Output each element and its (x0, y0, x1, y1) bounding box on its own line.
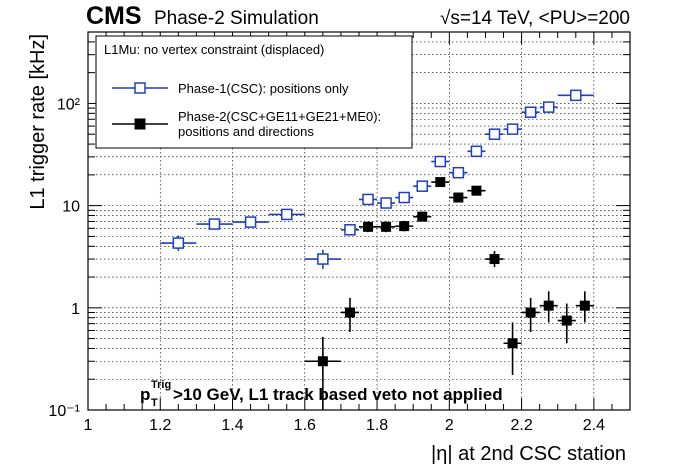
legend-phase2-marker (134, 118, 146, 130)
data-point (363, 221, 374, 232)
y-tick-label: 10⁻¹ (48, 403, 80, 420)
data-point (435, 177, 446, 188)
data-point (416, 180, 428, 192)
energy-label: √s=14 TeV, <PU>=200 (440, 8, 630, 29)
data-point (488, 128, 501, 140)
data-point (380, 197, 392, 209)
data-point (362, 193, 374, 206)
annotation-pt-sup: Trig (151, 379, 171, 391)
data-point (471, 185, 482, 196)
data-point (398, 191, 410, 204)
y-tick-labels: 10⁻¹ 1 10 10² (48, 96, 80, 420)
data-point (561, 315, 572, 326)
axis-ticks (87, 31, 631, 411)
data-point (524, 106, 537, 118)
data-point (172, 237, 185, 249)
data-series (160, 89, 594, 410)
data-point (317, 356, 328, 367)
data-point (570, 89, 582, 102)
x-tick-label: 2.2 (510, 417, 532, 434)
data-point (543, 300, 554, 311)
data-point (470, 145, 483, 158)
data-point (317, 253, 329, 265)
data-point (453, 192, 464, 203)
x-tick-label: 1 (84, 417, 93, 434)
legend-title: L1Mu: no vertex constraint (displaced) (104, 42, 324, 57)
data-point (344, 307, 355, 318)
legend-phase2-label-line2: positions and directions (178, 124, 314, 139)
data-point (381, 221, 392, 232)
legend-phase2-label-line1: Phase-2(CSC+GE11+GE21+ME0): (178, 109, 381, 124)
x-tick-label: 2.4 (583, 417, 605, 434)
selection-annotation: p Trig T >10 GeV, L1 track based veto no… (140, 379, 503, 409)
grid-lines (88, 32, 630, 410)
legend-box (95, 35, 413, 149)
data-point (542, 101, 555, 113)
data-point (399, 221, 410, 232)
status-label: Phase-2 Simulation (154, 8, 319, 29)
data-point (452, 166, 465, 179)
legend-phase1-marker (134, 82, 146, 94)
legend-phase1-label: Phase-1(CSC): positions only (178, 81, 349, 96)
annotation-pt-sub: T (151, 397, 158, 409)
y-tick-label: 10 (62, 199, 80, 216)
y-axis-title: L1 trigger rate [kHz] (27, 34, 49, 210)
series-phase2 (304, 177, 594, 410)
x-tick-label: 1.6 (294, 417, 316, 434)
data-point (506, 123, 519, 135)
x-tick-label: 1.2 (149, 417, 171, 434)
x-tick-label: 1.8 (366, 417, 388, 434)
data-point (525, 307, 536, 318)
y-tick-label: 10² (57, 96, 81, 113)
y-tick-label: 1 (71, 301, 80, 318)
data-point (507, 338, 518, 349)
data-point (208, 218, 221, 230)
legend: L1Mu: no vertex constraint (displaced) P… (95, 35, 413, 149)
data-point (244, 216, 257, 228)
x-tick-label: 2 (445, 417, 454, 434)
data-point (434, 155, 447, 168)
data-point (417, 211, 428, 222)
cms-label: CMS (86, 2, 142, 30)
x-axis-title: |η| at 2nd CSC station (431, 443, 626, 465)
data-point (280, 208, 293, 221)
x-tick-labels: 1 1.2 1.4 1.6 1.8 2 2.2 2.4 (84, 417, 606, 434)
x-tick-label: 1.4 (221, 417, 243, 434)
data-point (489, 254, 500, 265)
series-phase1 (160, 89, 594, 269)
data-point (344, 224, 356, 236)
annotation-pt: p (140, 385, 150, 404)
data-point (579, 300, 590, 311)
annotation-text: >10 GeV, L1 track based veto not applied (173, 385, 503, 404)
